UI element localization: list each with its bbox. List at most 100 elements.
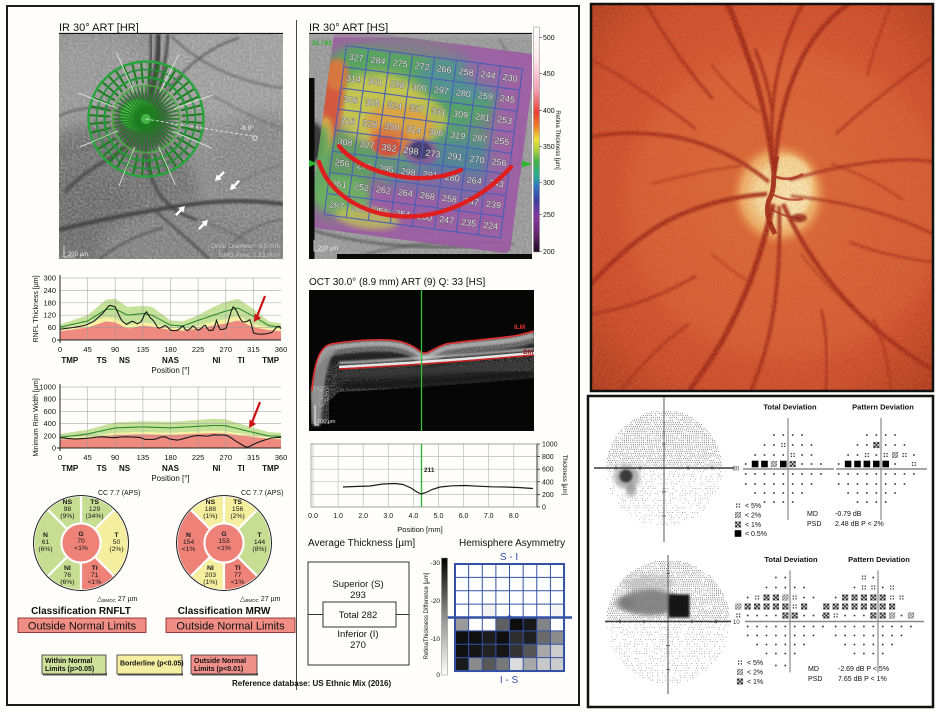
svg-text:Thickness [µm]: Thickness [µm] — [561, 455, 567, 496]
svg-text:Pattern Deviation: Pattern Deviation — [848, 555, 910, 564]
svg-text:30: 30 — [733, 467, 740, 473]
svg-text:< 1%: < 1% — [745, 522, 761, 529]
svg-text:135: 135 — [137, 345, 150, 354]
svg-text:400: 400 — [543, 108, 555, 115]
svg-text:NS: NS — [206, 499, 216, 506]
svg-text:Total Deviation: Total Deviation — [764, 555, 818, 564]
svg-text:I - S: I - S — [500, 675, 519, 686]
svg-text:328: 328 — [362, 118, 378, 130]
svg-text:300: 300 — [543, 180, 555, 187]
svg-text:4.0: 4.0 — [409, 513, 419, 520]
svg-text:-8.9°: -8.9° — [240, 124, 254, 132]
svg-text:314: 314 — [345, 73, 361, 85]
svg-text:350: 350 — [384, 121, 400, 133]
svg-text:NI: NI — [64, 565, 71, 572]
svg-text:270: 270 — [220, 345, 233, 354]
svg-text:244: 244 — [480, 69, 496, 81]
svg-text:45: 45 — [83, 345, 91, 354]
svg-text:NS: NS — [63, 499, 73, 506]
svg-text:NI: NI — [213, 464, 221, 473]
svg-text:291: 291 — [447, 151, 463, 163]
svg-text:200: 200 — [542, 492, 554, 499]
svg-text:1.0: 1.0 — [333, 513, 343, 520]
svg-text:308: 308 — [342, 94, 358, 106]
svg-text:50: 50 — [113, 539, 121, 546]
svg-text:253: 253 — [497, 114, 513, 126]
svg-text:60: 60 — [48, 323, 56, 332]
svg-text:247: 247 — [439, 214, 455, 226]
svg-text:RetinaThickness Difference [µm: RetinaThickness Difference [µm] — [424, 572, 430, 659]
svg-text:MD: MD — [808, 666, 819, 673]
svg-text:Limits (p<0.01): Limits (p<0.01) — [194, 666, 243, 673]
svg-text:200: 200 — [543, 249, 555, 256]
svg-text:264: 264 — [466, 175, 482, 187]
svg-text:71: 71 — [91, 572, 99, 579]
svg-text:800: 800 — [43, 395, 56, 404]
svg-text:352: 352 — [381, 142, 397, 154]
svg-text:256: 256 — [334, 157, 350, 169]
svg-text:250: 250 — [543, 212, 555, 219]
svg-text:319: 319 — [450, 130, 466, 142]
svg-text:2.0: 2.0 — [358, 513, 368, 520]
svg-text:TS: TS — [97, 356, 108, 365]
svg-text:0.0: 0.0 — [308, 513, 318, 520]
svg-text:287: 287 — [329, 200, 345, 212]
svg-text:298: 298 — [389, 79, 405, 91]
svg-text:188: 188 — [205, 506, 217, 513]
svg-text:255: 255 — [494, 135, 510, 147]
svg-text:TS: TS — [90, 499, 99, 506]
svg-text:NS: NS — [119, 356, 131, 365]
svg-text:314: 314 — [406, 124, 422, 136]
svg-text:NI: NI — [207, 565, 214, 572]
svg-text:0: 0 — [52, 444, 56, 453]
svg-text:203: 203 — [205, 572, 217, 579]
svg-text:(2%): (2%) — [230, 513, 244, 520]
svg-text:327: 327 — [359, 139, 375, 151]
svg-text:5.0: 5.0 — [434, 513, 444, 520]
svg-text:< 2%: < 2% — [747, 670, 763, 677]
svg-text:230: 230 — [502, 72, 518, 84]
svg-text:305: 305 — [364, 97, 380, 109]
svg-text:240: 240 — [43, 286, 56, 295]
svg-text:268: 268 — [419, 190, 435, 202]
svg-text:1000: 1000 — [39, 383, 56, 392]
svg-text:180: 180 — [43, 298, 56, 307]
svg-text:(6%): (6%) — [60, 579, 74, 586]
svg-text:239: 239 — [485, 199, 501, 211]
svg-text:144: 144 — [254, 539, 266, 546]
svg-text:TI: TI — [238, 356, 245, 365]
svg-text:400: 400 — [43, 419, 56, 428]
svg-text:TS: TS — [233, 499, 242, 506]
svg-text:245: 245 — [499, 93, 515, 105]
svg-text:(34%): (34%) — [86, 513, 104, 520]
svg-text:(8%): (8%) — [252, 546, 266, 553]
svg-text:293: 293 — [350, 590, 366, 601]
svg-text:< 0.5%: < 0.5% — [745, 531, 767, 538]
svg-text:225: 225 — [192, 345, 205, 354]
svg-text:TMP: TMP — [262, 464, 280, 473]
svg-text:258: 258 — [441, 193, 457, 205]
svg-text:224: 224 — [483, 220, 499, 232]
svg-text:< 5%: < 5% — [747, 660, 763, 667]
svg-text:< 1%: < 1% — [747, 679, 763, 686]
svg-text:98: 98 — [64, 506, 72, 513]
svg-text:Retina Thickness [µm]: Retina Thickness [µm] — [554, 110, 560, 170]
svg-text:270: 270 — [220, 453, 233, 462]
svg-text:MD: MD — [807, 511, 818, 518]
svg-text:200 µm: 200 µm — [68, 252, 88, 258]
svg-text:TMP: TMP — [61, 356, 79, 365]
svg-text:327: 327 — [348, 52, 364, 64]
svg-text:120: 120 — [43, 311, 56, 320]
svg-text:280: 280 — [455, 87, 471, 99]
svg-text:Total 282: Total 282 — [339, 610, 378, 621]
svg-text:0: 0 — [542, 505, 546, 512]
svg-text:IR 30° ART [HR]: IR 30° ART [HR] — [59, 22, 139, 34]
svg-text:Outside Normal Limits: Outside Normal Limits — [176, 621, 285, 633]
svg-text:154: 154 — [183, 539, 195, 546]
svg-text:△BMOC 27 µm: △BMOC 27 µm — [97, 596, 138, 603]
svg-text:(6%): (6%) — [38, 546, 52, 553]
svg-text:180: 180 — [164, 453, 177, 462]
svg-text:NAS: NAS — [162, 464, 180, 473]
svg-text:400: 400 — [542, 479, 554, 486]
svg-text:(9%): (9%) — [60, 513, 74, 520]
